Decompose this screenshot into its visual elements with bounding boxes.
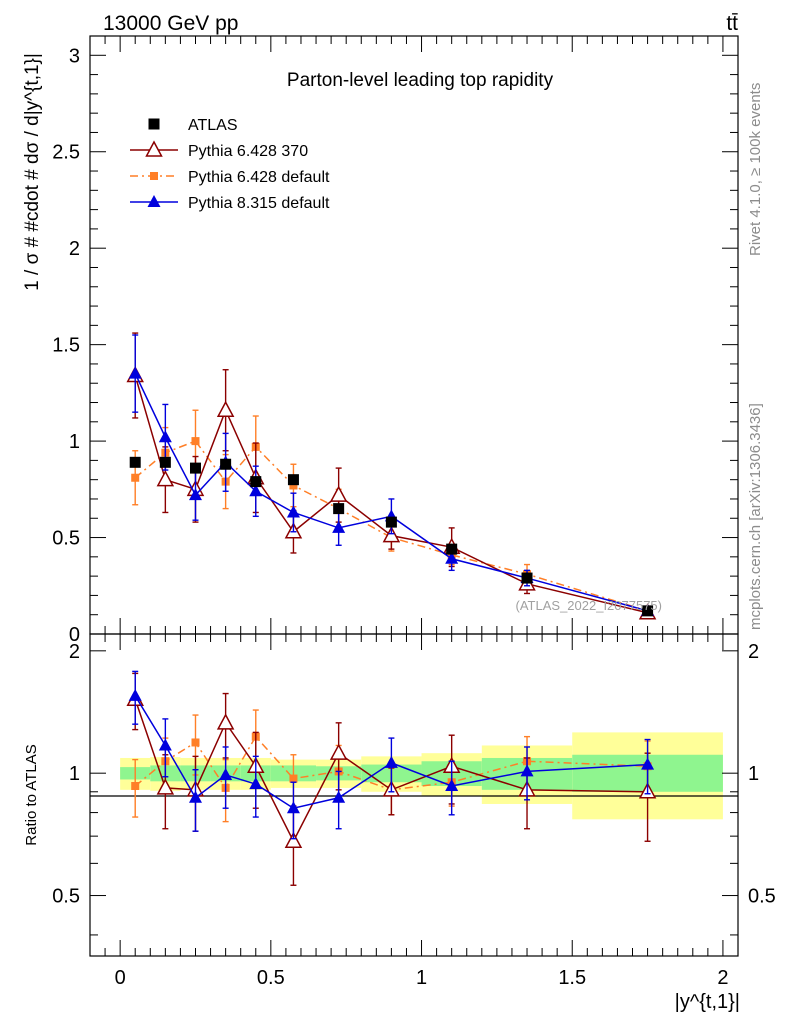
chart-title: Parton-level leading top rapidity [287,70,554,91]
pythia8-ratio-point [445,778,459,791]
atlas-data-point [446,543,458,555]
pythia6-370-line [134,375,648,614]
ratio-y-tick-label-right: 2 [748,641,759,663]
pythia6-370-point [156,470,175,487]
rivet-version-label: Rivet 4.1.0, ≥ 100k events [747,83,764,256]
atlas-data-point [642,605,654,617]
pythia8-point [249,484,263,497]
atlas-data-point [287,474,299,486]
process-label: tt̄ [726,12,738,35]
pythia6-default-ratio-point [191,738,200,747]
pythia8-point [128,366,142,379]
pythia6-370-ratio-point [216,713,235,730]
pythia8-ratio-point [219,767,233,780]
ratio-y-tick-label-right: 0.5 [748,886,776,908]
atlas-data-point [333,503,345,515]
x-tick-label: 2 [717,967,728,989]
pythia6-default-ratio-line [134,735,648,791]
legend-entry: Pythia 8.315 default [130,195,330,212]
pythia8-point [158,430,172,443]
ratio-y-tick-label-right: 1 [748,763,759,785]
main-plot-panel: 0 0.5 1 1.5 2 2.5 3 (ATLAS_2022_I2077575) Part… [22,35,739,646]
pythia6-370-point [329,485,348,502]
x-axis-label: |y^{t,1}| [675,991,740,1013]
pythia6-370-ratio-point [329,743,348,760]
x-tick-label: 1.5 [558,967,586,989]
pythia8-point [188,488,202,501]
legend-entry: ATLAS [148,117,238,134]
pythia8-line [134,373,648,612]
legend-entry: Pythia 6.428 370 [130,140,308,160]
atlas-data-point [250,476,262,488]
legend-marker [145,140,163,157]
legend-label: Pythia 6.428 default [188,169,330,186]
pythia8-ratio-point [520,764,534,777]
legend-label: ATLAS [188,117,238,134]
legend-label: Pythia 8.315 default [188,195,330,212]
pythia8-ratio-point [286,801,300,814]
pythia8-ratio-point [158,738,172,751]
y-tick-label: 1 [69,431,80,453]
legend-marker [147,195,161,207]
ratio-y-tick-label: 2 [69,641,80,663]
y-tick-label: 1.5 [52,335,80,357]
pythia8-ratio-point [188,790,202,803]
atlas-data-point [521,572,533,584]
ratio-plot-frame [89,633,739,957]
pythia8-ratio-point [128,688,142,701]
y-tick-label: 2 [69,238,80,260]
pythia6-default-ratio-point [131,781,140,790]
pythia6-default-ratio-point [289,774,298,783]
mcplots-label: mcplots.cern.ch [arXiv:1306.3436] [747,403,764,630]
x-tick-label: 0 [115,967,126,989]
ratio-y-tick-label: 1 [69,763,80,785]
y-tick-label: 3 [69,45,80,67]
y-tick-label: 2.5 [52,142,80,164]
atlas-data-point [189,462,201,474]
pythia6-370-ratio-point [284,831,303,849]
pythia6-370-point [382,526,401,543]
x-tick-label: 1 [416,967,427,989]
atlas-data-point [220,458,232,470]
analysis-watermark: (ATLAS_2022_I2077575) [516,598,662,613]
pythia6-370-ratio-point [156,778,175,795]
pythia8-ratio-point [249,777,263,790]
pythia6-370-point [216,400,235,417]
legend-marker [150,172,158,180]
atlas-data-point [385,516,397,528]
pythia8-ratio-point [641,757,655,770]
pythia6-default-point [131,473,140,482]
energy-label: 13000 GeV pp [103,12,238,35]
legend: ATLAS Pythia 6.428 370 Pythia 6.428 defaul… [130,117,330,212]
pythia8-point [286,505,300,518]
atlas-data-point [129,456,141,468]
legend-marker [148,118,160,130]
ratio-y-tick-label: 0.5 [52,886,80,908]
x-tick-label: 0.5 [257,967,285,989]
y-axis-label: 1 / σ # #cdot # dσ / d|y^{t,1}| [22,53,43,291]
pythia6-default-point [289,481,298,490]
legend-entry: Pythia 6.428 default [130,169,330,186]
ratio-y-axis-label: Ratio to ATLAS [23,744,40,845]
pythia8-point [445,551,459,564]
pythia8-ratio-point [332,790,346,803]
atlas-data-point [159,456,171,468]
legend-label: Pythia 6.428 370 [188,143,308,160]
pythia8-ratio-point [384,755,398,768]
y-tick-label: 0 [69,624,80,646]
y-tick-label: 0.5 [52,528,80,550]
pythia6-default-point [191,437,200,446]
ratio-plot-panel: 0.5 0.5 1 1 2 2 0 0.5 1 1.5 2 Ratio to ATLAS |y^{… [23,633,776,1013]
pythia8-point [332,520,346,533]
